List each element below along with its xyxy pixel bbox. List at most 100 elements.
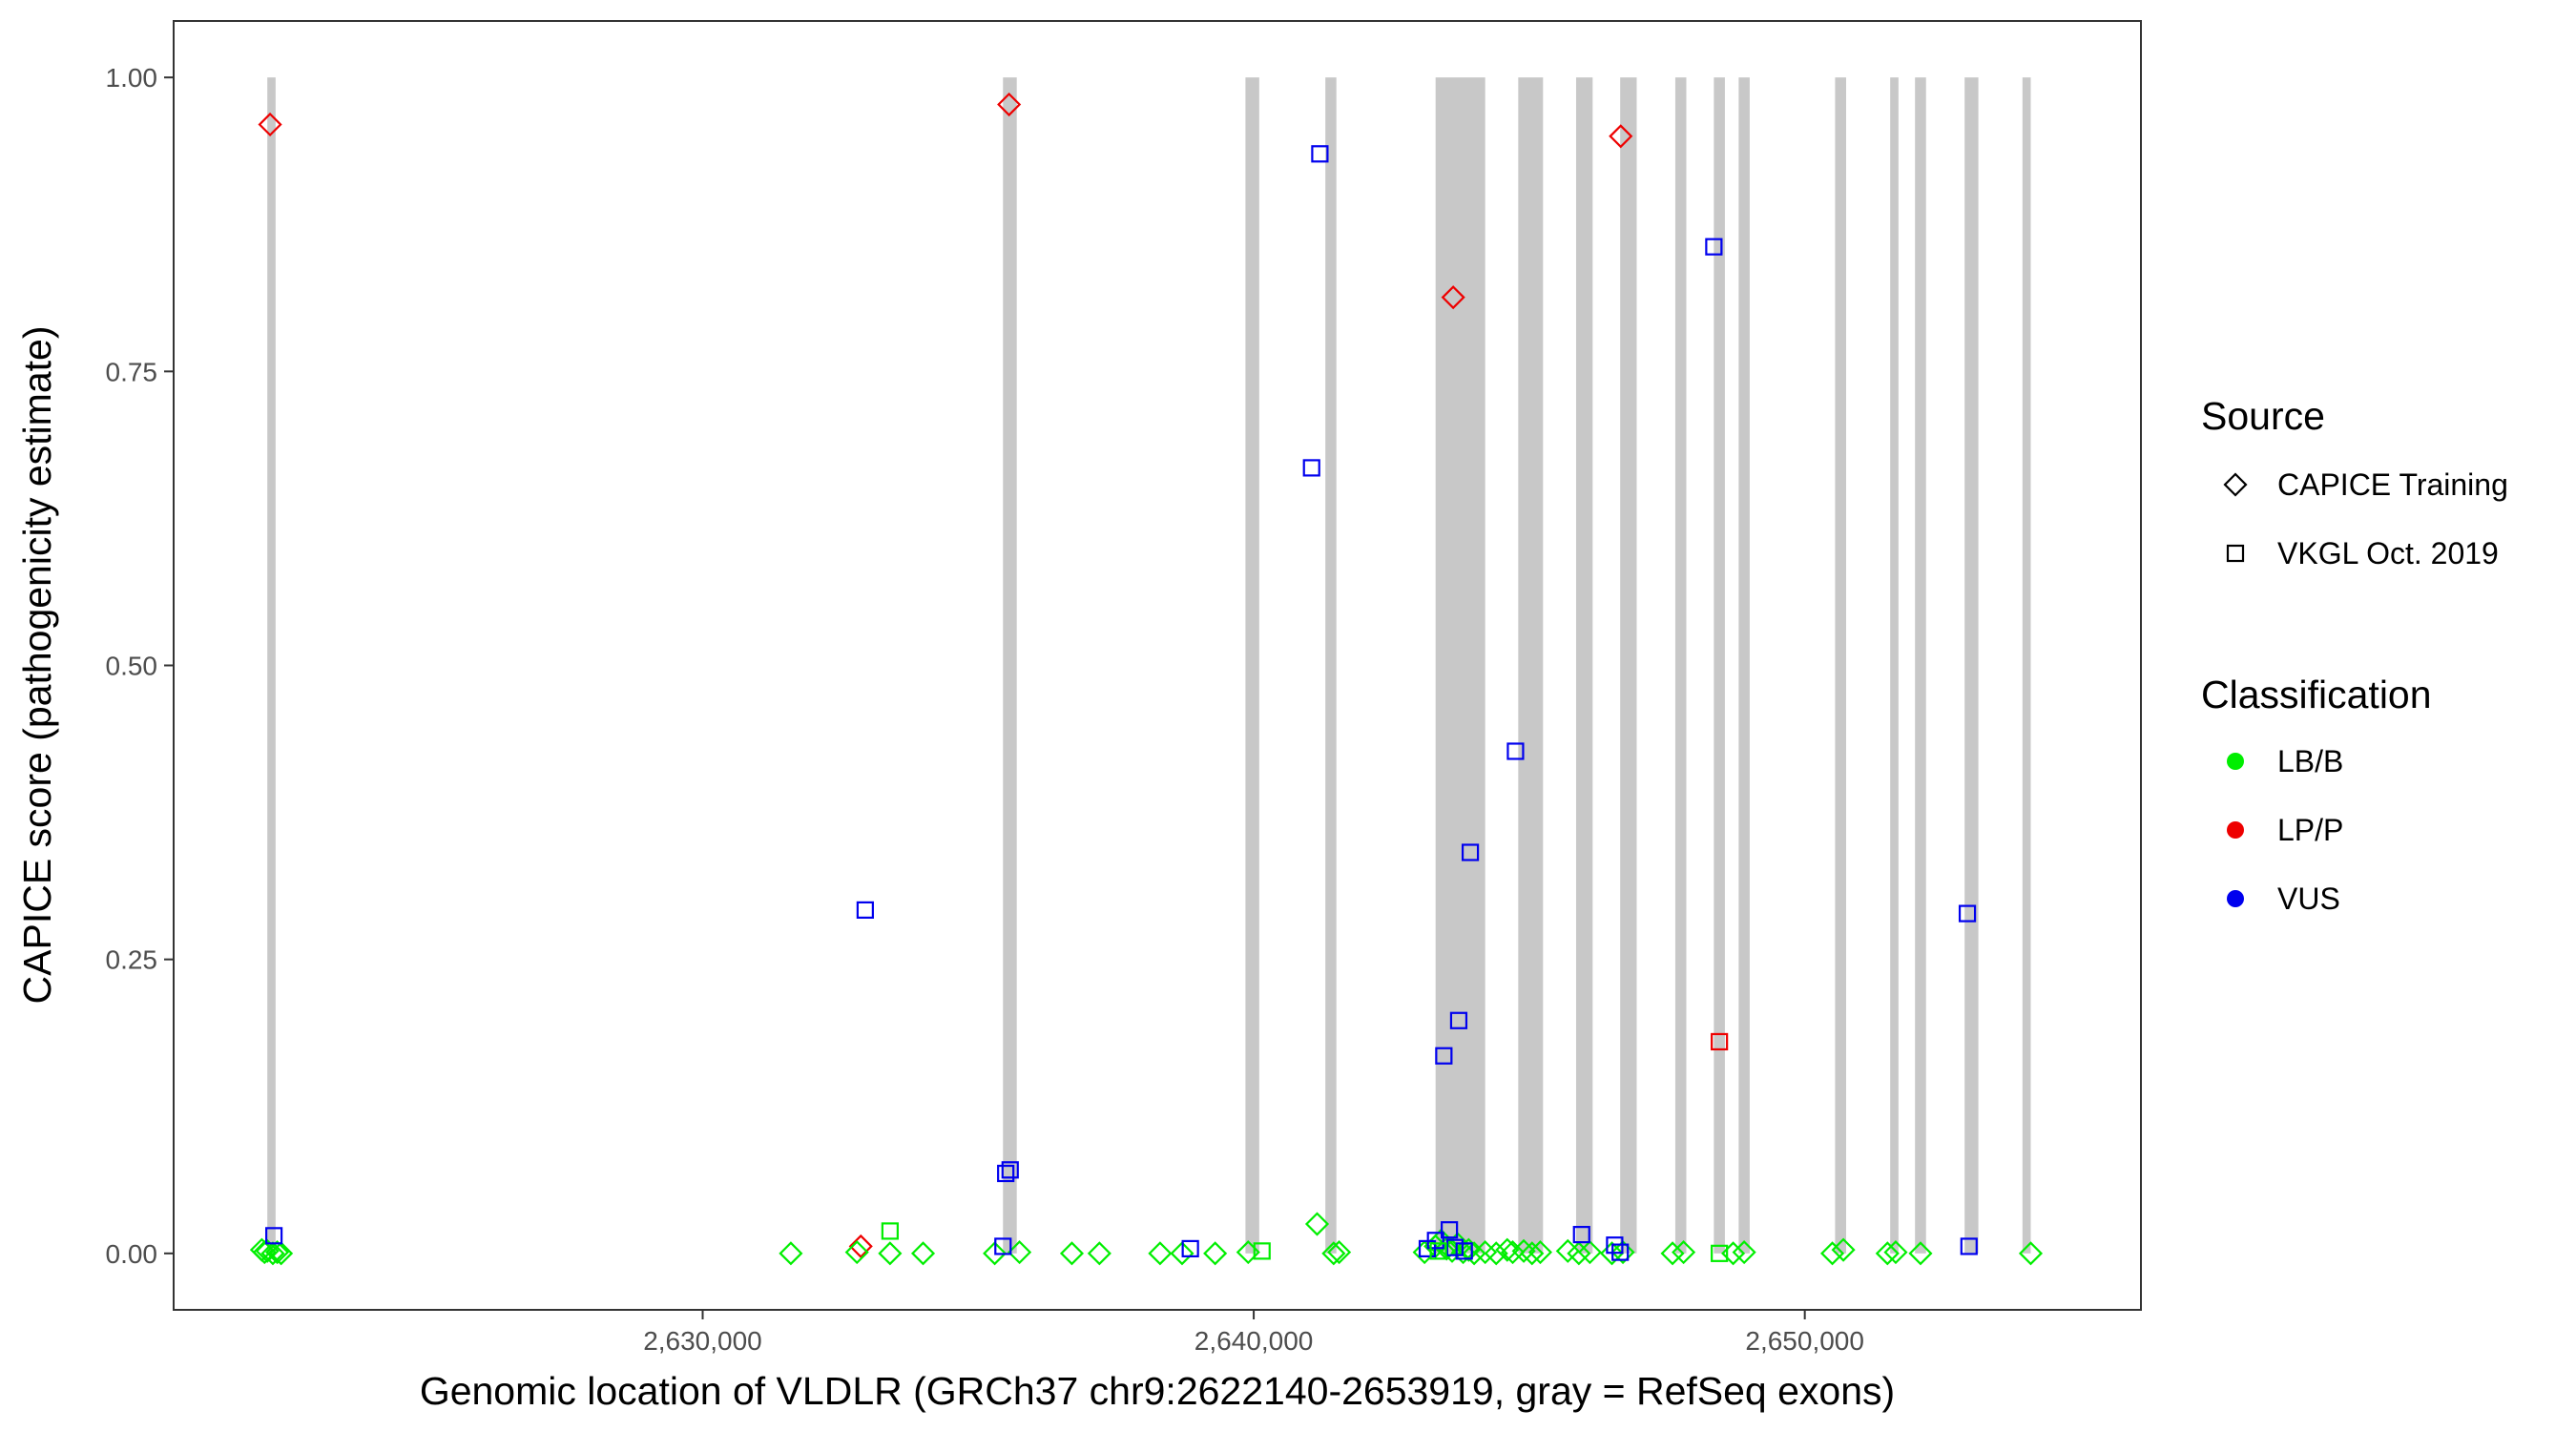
point-diamond <box>1577 1240 1602 1265</box>
legend-label: VUS <box>2277 881 2340 916</box>
point-square <box>1253 1242 1271 1260</box>
legend-label: LP/P <box>2277 813 2343 847</box>
point-diamond <box>1567 1241 1591 1266</box>
y-axis-title: CAPICE score (pathogenicity estimate) <box>15 326 59 1005</box>
legend-label: LB/B <box>2277 744 2343 778</box>
point-square <box>994 1237 1012 1255</box>
x-tick-label: 2,630,000 <box>643 1326 762 1356</box>
point-diamond <box>1660 1241 1685 1266</box>
point-square <box>1311 145 1329 163</box>
point-square <box>1449 1011 1468 1029</box>
point-square <box>1429 1242 1447 1260</box>
y-tick-label: 0.50 <box>106 652 158 681</box>
point-diamond <box>255 1238 280 1263</box>
point-diamond <box>779 1241 803 1266</box>
point-diamond <box>983 1241 1008 1266</box>
point-diamond <box>1672 1240 1696 1265</box>
exon-band <box>1435 77 1485 1254</box>
point-diamond <box>997 92 1022 117</box>
point-diamond <box>1059 1241 1085 1266</box>
point-diamond <box>1819 1241 1845 1266</box>
point-diamond <box>269 1241 294 1266</box>
point-square <box>997 1164 1015 1183</box>
point-diamond <box>1831 1237 1856 1262</box>
y-tick-label: 1.00 <box>106 63 158 93</box>
legend-label: CAPICE Training <box>2277 467 2508 502</box>
point-diamond <box>1875 1241 1900 1266</box>
point-diamond <box>1511 1238 1536 1263</box>
x-axis: 2,630,000 2,640,000 2,650,000 <box>643 1310 1864 1356</box>
point-diamond <box>1087 1241 1111 1266</box>
point-diamond <box>1148 1241 1173 1266</box>
point-diamond <box>1908 1241 1933 1266</box>
point-diamond <box>878 1241 903 1266</box>
point-diamond <box>1609 124 1633 149</box>
point-diamond <box>260 1241 285 1266</box>
exon-band <box>1835 77 1846 1254</box>
data-points <box>249 92 2044 1266</box>
point-square <box>881 1222 899 1240</box>
x-axis-title: Genomic location of VLDLR (GRCh37 chr9:2… <box>420 1369 1895 1413</box>
point-square <box>1455 1242 1473 1260</box>
point-square <box>1960 1237 1978 1255</box>
point-diamond <box>1170 1241 1195 1266</box>
point-diamond <box>1441 285 1465 310</box>
legend-key-diamond <box>2223 472 2248 497</box>
exon-band <box>1915 77 1926 1254</box>
point-diamond <box>1527 1240 1552 1265</box>
point-square <box>856 901 874 919</box>
legend-key-dot <box>2227 753 2244 770</box>
point-diamond <box>1304 1212 1330 1236</box>
point-square <box>265 1227 283 1245</box>
x-tick-label: 2,650,000 <box>1745 1326 1864 1356</box>
point-square <box>1461 843 1480 861</box>
exon-band <box>1674 77 1687 1254</box>
point-square <box>1445 1238 1464 1256</box>
legend-title-source: Source <box>2201 394 2325 438</box>
panel-background <box>174 21 2141 1310</box>
y-tick-label: 0.75 <box>106 357 158 386</box>
exon-band <box>1964 77 1979 1254</box>
point-square <box>1572 1226 1590 1244</box>
point-square <box>1705 238 1723 256</box>
point-square <box>1441 1221 1459 1239</box>
exon-band <box>1245 77 1259 1254</box>
exon-band <box>1003 77 1017 1254</box>
point-square <box>1611 1243 1630 1261</box>
point-diamond <box>1883 1240 1908 1265</box>
point-diamond <box>1500 1240 1526 1265</box>
point-square <box>1506 742 1525 760</box>
point-diamond <box>265 1240 290 1265</box>
point-diamond <box>1203 1241 1228 1266</box>
point-diamond <box>2018 1241 2044 1266</box>
point-square <box>1711 1032 1729 1051</box>
legend-title-classification: Classification <box>2201 673 2432 716</box>
exon-band <box>1714 77 1725 1254</box>
point-diamond <box>1599 1241 1625 1266</box>
exon-band <box>1620 77 1637 1254</box>
x-tick-label: 2,640,000 <box>1195 1326 1314 1356</box>
exon-bands <box>267 77 2031 1254</box>
point-diamond <box>258 112 282 137</box>
exon-band <box>1518 77 1544 1254</box>
y-axis: 0.00 0.25 0.50 0.75 1.00 <box>106 63 174 1269</box>
y-tick-label: 0.00 <box>106 1239 158 1269</box>
exon-band <box>1325 77 1337 1254</box>
point-square <box>1711 1244 1729 1262</box>
point-diamond <box>844 1240 869 1265</box>
point-diamond <box>1473 1240 1498 1265</box>
y-tick-label: 0.25 <box>106 945 158 975</box>
exon-band <box>1890 77 1899 1254</box>
point-diamond <box>1495 1237 1520 1262</box>
point-diamond <box>1008 1240 1032 1265</box>
point-diamond <box>1732 1240 1756 1265</box>
point-diamond <box>1327 1240 1352 1265</box>
point-square <box>1302 459 1320 477</box>
point-diamond <box>848 1234 873 1258</box>
point-diamond <box>1610 1240 1635 1265</box>
point-diamond <box>1520 1241 1545 1266</box>
point-diamond <box>910 1241 936 1266</box>
exon-band <box>267 77 276 1254</box>
legend-label: VKGL Oct. 2019 <box>2277 536 2499 570</box>
